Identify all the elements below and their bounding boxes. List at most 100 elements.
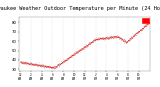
Point — [49, 66, 51, 68]
Point — [78, 50, 80, 51]
Point — [113, 35, 116, 36]
Point — [130, 37, 133, 38]
Point — [76, 51, 79, 52]
Point — [106, 38, 109, 39]
Point — [90, 43, 92, 44]
Point — [78, 50, 81, 51]
Point — [72, 54, 75, 55]
Point — [98, 37, 101, 39]
Point — [94, 39, 96, 40]
Point — [67, 58, 69, 60]
Point — [96, 39, 98, 40]
Point — [26, 63, 29, 64]
Point — [106, 37, 108, 38]
Point — [28, 62, 30, 64]
Point — [34, 64, 37, 66]
Point — [126, 40, 128, 42]
Point — [126, 41, 128, 42]
Point — [73, 54, 76, 55]
Point — [49, 67, 52, 68]
Point — [118, 36, 120, 37]
Point — [91, 41, 94, 42]
Point — [53, 66, 56, 68]
Point — [81, 48, 83, 49]
Point — [64, 59, 67, 60]
Point — [92, 40, 95, 41]
Point — [34, 64, 37, 66]
Text: Milwaukee Weather Outdoor Temperature per Minute (24 Hours): Milwaukee Weather Outdoor Temperature pe… — [0, 6, 160, 11]
Point — [53, 67, 56, 68]
Point — [115, 35, 117, 37]
Point — [69, 56, 72, 58]
Point — [128, 39, 130, 41]
Point — [76, 50, 78, 52]
Point — [54, 67, 56, 68]
Point — [28, 62, 30, 64]
Point — [138, 31, 140, 32]
Point — [80, 49, 82, 51]
Point — [110, 37, 113, 38]
Point — [29, 62, 32, 64]
Point — [84, 45, 87, 47]
Point — [61, 62, 64, 64]
Point — [42, 67, 45, 69]
Point — [59, 64, 61, 66]
Point — [107, 36, 109, 38]
Point — [120, 38, 123, 39]
Point — [81, 47, 83, 49]
Point — [107, 37, 109, 39]
Point — [143, 26, 146, 27]
Point — [32, 63, 35, 65]
Point — [33, 64, 36, 66]
Point — [24, 62, 27, 64]
Point — [130, 36, 132, 37]
Point — [95, 39, 98, 40]
Point — [111, 36, 113, 37]
Point — [126, 40, 129, 41]
Point — [69, 56, 72, 57]
Point — [55, 66, 57, 67]
Point — [117, 36, 120, 38]
Point — [54, 65, 57, 67]
Point — [122, 40, 124, 41]
Point — [138, 29, 141, 31]
Point — [32, 62, 34, 64]
Point — [91, 41, 94, 42]
Point — [97, 38, 99, 39]
Point — [25, 61, 28, 63]
Point — [119, 37, 122, 39]
Point — [54, 65, 56, 67]
Point — [54, 66, 56, 67]
Point — [83, 46, 85, 47]
Point — [64, 60, 67, 61]
Point — [70, 55, 73, 56]
Point — [63, 60, 65, 61]
Point — [86, 45, 88, 46]
Point — [45, 66, 47, 67]
Point — [147, 24, 149, 25]
Point — [71, 55, 73, 56]
Point — [116, 36, 119, 37]
Point — [96, 39, 99, 40]
Point — [58, 62, 60, 64]
Point — [87, 42, 90, 43]
Point — [113, 37, 116, 38]
Point — [142, 25, 145, 27]
Point — [104, 37, 107, 38]
Point — [57, 64, 60, 65]
Point — [130, 36, 132, 37]
Point — [30, 63, 32, 64]
Point — [147, 23, 149, 25]
Point — [30, 62, 32, 64]
Point — [122, 39, 124, 41]
Point — [140, 28, 142, 29]
Point — [108, 36, 111, 38]
Point — [139, 29, 142, 30]
Point — [83, 45, 85, 47]
Point — [110, 36, 113, 37]
Point — [62, 59, 64, 60]
Point — [33, 63, 36, 64]
Point — [60, 62, 63, 64]
Point — [127, 40, 130, 41]
Point — [103, 39, 105, 40]
